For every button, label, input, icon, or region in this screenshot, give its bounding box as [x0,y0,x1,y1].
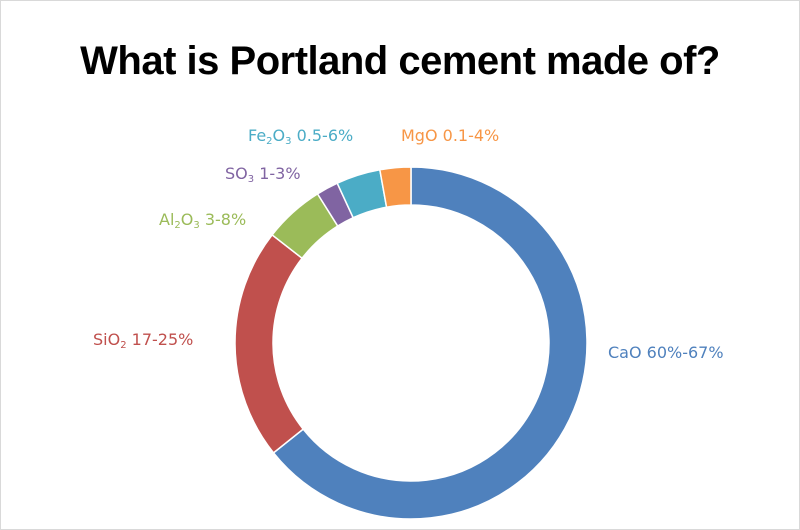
slice-label-cao: CaO 60%-67% [608,343,724,362]
chart-title: What is Portland cement made of? [80,39,720,83]
slice-label-al2o3: Al2O3 3-8% [159,210,247,231]
slice-label-so3: SO3 1-3% [225,164,301,185]
slice-label-fe2o3: Fe2O3 0.5-6% [248,126,354,147]
donut-slice-sio2 [234,233,305,454]
donut-slice-mgo [378,166,412,209]
slice-label-sio2: SiO2 17-25% [93,330,194,351]
donut-slice-cao [272,166,588,520]
slice-label-mgo: MgO 0.1-4% [401,126,500,145]
